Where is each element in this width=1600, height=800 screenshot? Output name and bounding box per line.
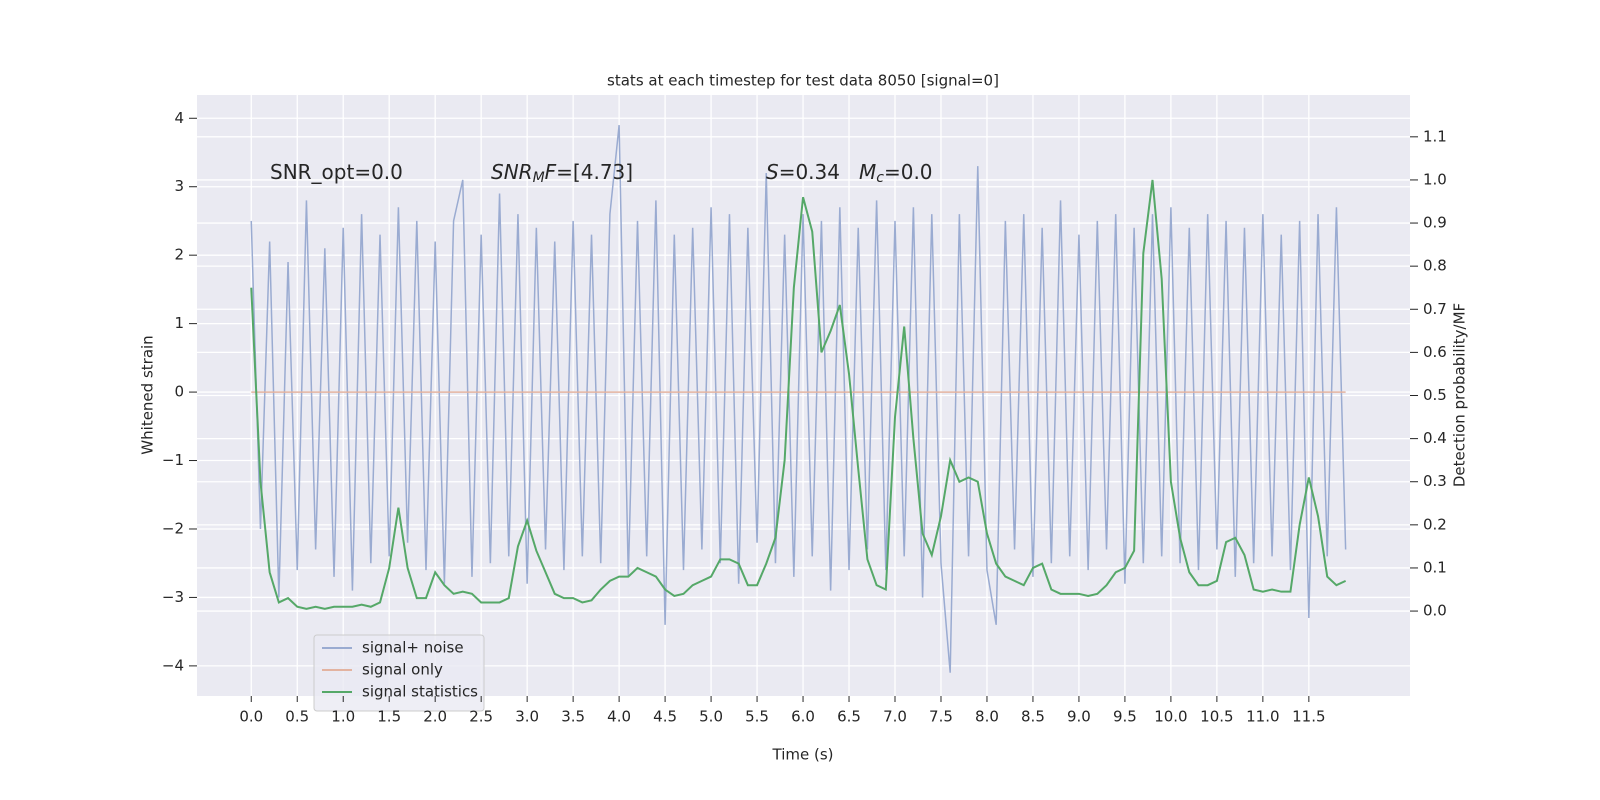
- y2-tick-label: 1.1: [1423, 127, 1447, 145]
- y2-tick-label: 0.9: [1423, 214, 1447, 232]
- legend-label: signal only: [362, 661, 443, 679]
- y2-tick-label: 0.5: [1423, 386, 1447, 404]
- annotation-part: M: [859, 160, 876, 184]
- annotation-part: F: [545, 160, 557, 184]
- x-tick-label: 9.0: [1067, 708, 1091, 726]
- y2-tick-label: 0.2: [1423, 515, 1447, 533]
- x-tick-label: 1.5: [377, 708, 401, 726]
- x-tick-label: 4.0: [607, 708, 631, 726]
- y-tick-label: 3: [174, 177, 184, 195]
- annotation-part: M: [533, 170, 545, 186]
- x-tick-label: 2.0: [423, 708, 447, 726]
- legend-label: signal+ noise: [362, 639, 464, 657]
- y2-tick-label: 0.1: [1423, 558, 1447, 576]
- y-axis-label: Whitened strain: [139, 335, 157, 454]
- y-tick-label: 2: [174, 246, 184, 264]
- x-tick-label: 8.5: [1021, 708, 1045, 726]
- y2-tick-label: 0.8: [1423, 257, 1447, 275]
- x-tick-label: 5.0: [699, 708, 723, 726]
- legend-label: signal statistics: [362, 683, 478, 701]
- legend-box: [313, 634, 485, 712]
- x-tick-label: 2.5: [469, 708, 493, 726]
- x-tick-label: 8.0: [975, 708, 999, 726]
- annotation-part: S: [766, 160, 779, 184]
- annotation-part: SNR: [491, 160, 533, 184]
- annotation-part: =0.0: [884, 160, 933, 184]
- y-tick-label: −2: [162, 519, 184, 537]
- y-tick-label: 0: [174, 383, 184, 401]
- y-tick-label: −3: [162, 588, 184, 606]
- annotation: S=0.34: [766, 160, 840, 184]
- x-tick-label: 6.0: [791, 708, 815, 726]
- annotation: Mc=0.0: [859, 160, 933, 187]
- chart-title: stats at each timestep for test data 805…: [607, 72, 999, 90]
- x-tick-label: 3.0: [515, 708, 539, 726]
- series-line: [250, 125, 1347, 673]
- y2-tick-label: 0.6: [1423, 343, 1447, 361]
- x-axis-label: Time (s): [772, 746, 834, 764]
- x-tick-label: 7.0: [883, 708, 907, 726]
- y2-tick-label: 0.4: [1423, 429, 1447, 447]
- x-tick-label: 3.5: [561, 708, 585, 726]
- annotation-part: =[4.73]: [556, 160, 633, 184]
- x-tick-label: 1.0: [331, 708, 355, 726]
- y-tick-label: −1: [162, 451, 184, 469]
- y-tick-label: 4: [174, 109, 184, 127]
- annotation-part: SNR_opt=0.0: [270, 160, 403, 184]
- y2-tick-label: 0.0: [1423, 602, 1447, 620]
- x-tick-label: 5.5: [745, 708, 769, 726]
- x-tick-label: 10.0: [1154, 708, 1187, 726]
- x-tick-label: 0.5: [285, 708, 309, 726]
- y-tick-label: 1: [174, 314, 184, 332]
- x-tick-label: 9.5: [1113, 708, 1137, 726]
- x-tick-label: 0.0: [239, 708, 263, 726]
- annotation: SNR_opt=0.0: [270, 160, 403, 184]
- x-tick-label: 4.5: [653, 708, 677, 726]
- annotation: SNRMF=[4.73]: [491, 160, 633, 187]
- y2-axis-label: Detection probability/MF: [1451, 303, 1469, 487]
- annotation-part: c: [876, 170, 884, 186]
- x-tick-label: 11.0: [1246, 708, 1279, 726]
- annotation-part: =0.34: [779, 160, 840, 184]
- series-line: [250, 179, 1347, 610]
- x-tick-label: 11.5: [1292, 708, 1325, 726]
- y2-tick-label: 0.7: [1423, 300, 1447, 318]
- x-tick-label: 6.5: [837, 708, 861, 726]
- y-tick-label: −4: [162, 656, 184, 674]
- y2-tick-label: 0.3: [1423, 472, 1447, 490]
- x-tick-label: 7.5: [929, 708, 953, 726]
- x-tick-label: 10.5: [1200, 708, 1233, 726]
- y2-tick-label: 1.0: [1423, 170, 1447, 188]
